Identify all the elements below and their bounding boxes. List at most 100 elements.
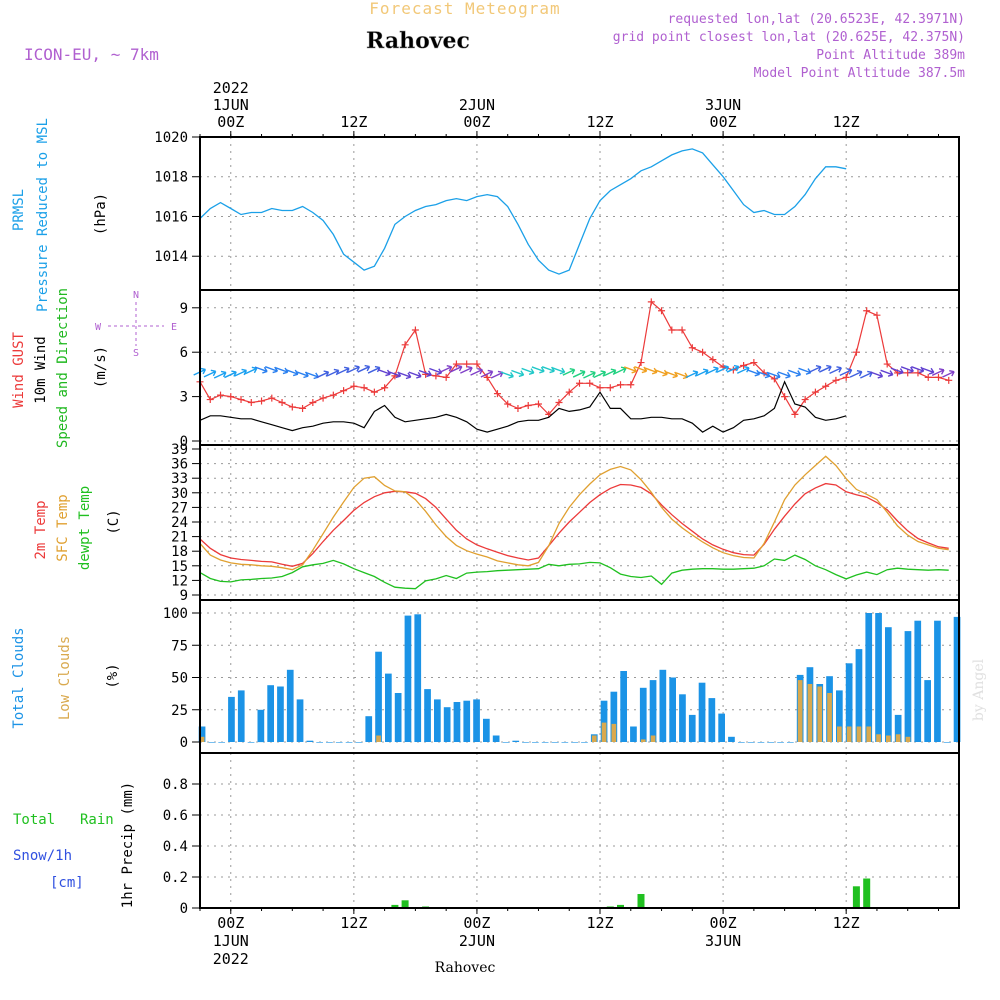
credit-watermark: by Angel: [971, 658, 987, 721]
total-cloud-bar: [434, 699, 441, 742]
t2m-line: [199, 482, 949, 567]
wind-unit: (m/s): [93, 346, 109, 388]
gust-marker: [288, 403, 296, 411]
gust-marker: [811, 388, 819, 396]
wind-arrow: [706, 366, 719, 375]
time-label: 12Z: [340, 113, 367, 131]
wind-arrow-shape: [900, 366, 914, 374]
wind-arrow: [347, 365, 360, 373]
total-cloud-bar: [904, 631, 912, 742]
gust-marker: [914, 369, 922, 377]
wind-arrow-shape: [593, 370, 607, 379]
wind-arrow: [254, 366, 268, 374]
wind-arrow: [695, 368, 709, 377]
y-tick-label: 1020: [154, 130, 188, 146]
gust-marker: [586, 379, 594, 387]
gust-marker: [832, 376, 840, 384]
gust-marker: [278, 399, 286, 407]
wind-arrow: [326, 368, 340, 377]
y-tick-label: 25: [171, 703, 188, 719]
total-cloud-bar: [934, 620, 941, 742]
total-cloud-bar: [453, 702, 461, 742]
gust-marker: [924, 373, 932, 381]
time-label: 2022: [213, 79, 249, 97]
total-cloud-bar: [620, 671, 627, 742]
gust-marker: [576, 379, 583, 387]
pressure-panel-labels: PRMSL Pressure Reduced to MSL (hPa): [11, 118, 109, 312]
gust-marker: [514, 404, 522, 412]
wind-arrow: [224, 370, 237, 379]
total-cloud-bar: [532, 742, 539, 743]
wind-arrow: [911, 366, 925, 374]
gust-marker: [319, 394, 327, 402]
total-cloud-bar: [600, 700, 608, 742]
wind-arrow-shape: [603, 368, 617, 377]
wind-arrow: [757, 371, 771, 379]
total-cloud-bar: [865, 613, 873, 742]
wind-arrow: [880, 369, 894, 377]
low-cloud-bar: [827, 693, 832, 742]
total-cloud-bar: [208, 742, 216, 743]
gust-marker: [637, 359, 645, 367]
total-cloud-bar: [404, 615, 412, 742]
t2m-label: 2m Temp: [33, 500, 49, 559]
total-cloud-bar: [581, 742, 588, 743]
total-cloud-bar: [306, 740, 314, 742]
wind-arrow-shape: [264, 366, 279, 374]
wind-arrow-shape: [203, 369, 217, 378]
total-cloud-bar: [335, 742, 343, 743]
gust-line: [199, 300, 949, 416]
wind-arrow: [808, 365, 822, 373]
low-cloud-bar: [856, 726, 862, 742]
wind-arrow: [572, 369, 586, 378]
y-tick-label: 1016: [154, 209, 188, 225]
gust-marker: [873, 311, 881, 319]
compass-w: W: [95, 322, 102, 333]
wind-arrow-shape: [254, 366, 268, 374]
wind-dir-label: Speed and Direction: [55, 288, 71, 448]
y-tick-label: 18: [171, 544, 188, 560]
wind-frame: [199, 289, 960, 446]
time-label: 2JUN: [459, 932, 495, 950]
y-tick-label: 3: [180, 390, 188, 406]
time-label: 12Z: [586, 914, 613, 932]
wind-arrow: [336, 366, 350, 375]
total-cloud-bar: [649, 680, 657, 742]
wind-arrow: [531, 366, 545, 374]
wind-arrow-shape: [562, 367, 576, 376]
wind-arrow: [500, 371, 514, 379]
grid-point-coords: grid point closest lon,lat (20.625E, 42.…: [613, 30, 965, 45]
total-cloud-bar: [777, 742, 784, 743]
wind-arrow-shape: [890, 367, 904, 375]
wind-label: 10m Wind: [33, 336, 49, 403]
gust-marker: [381, 384, 389, 392]
wind-arrow-shape: [849, 369, 863, 378]
snow-label: Snow/1h: [13, 848, 72, 864]
wind-arrow-shape: [470, 367, 483, 376]
wind-arrow: [921, 367, 935, 375]
gust-marker: [534, 400, 542, 408]
wind-arrow-shape: [767, 371, 781, 380]
gust-marker: [493, 390, 501, 398]
rain-bar: [391, 904, 399, 908]
total-cloud-bar: [728, 736, 735, 742]
gust-marker: [360, 384, 368, 392]
wind-arrow-shape: [234, 368, 248, 377]
rain-bar: [637, 894, 645, 908]
time-label: 1JUN: [213, 96, 249, 114]
gust-marker: [432, 372, 440, 380]
y-tick-label: 12: [171, 573, 188, 589]
prmsl-desc-label: Pressure Reduced to MSL: [35, 118, 51, 312]
gust-marker: [781, 393, 789, 401]
total-cloud-bar: [218, 742, 225, 743]
wind-arrow: [357, 364, 371, 373]
wind-arrow-shape: [685, 370, 699, 379]
requested-coords: requested lon,lat (20.6523E, 42.3971N): [668, 12, 965, 27]
total-cloud-bar: [257, 709, 265, 743]
sfc-label: SFC Temp: [55, 494, 71, 561]
gust-marker: [770, 375, 778, 383]
gust-marker: [740, 362, 748, 370]
total-cloud-bar: [698, 682, 706, 742]
wind-arrow-shape: [460, 365, 473, 374]
